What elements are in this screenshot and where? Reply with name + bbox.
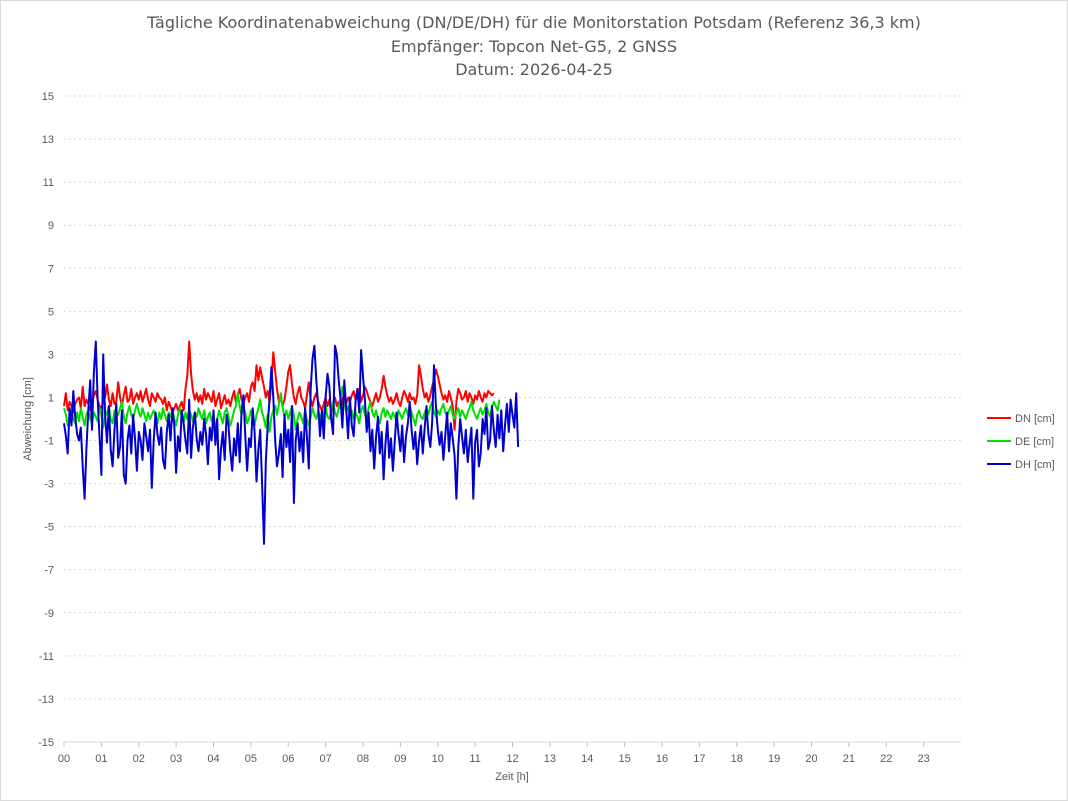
- series-lines: [63, 340, 520, 545]
- y-tick-label: 3: [48, 349, 54, 361]
- series-line-dh: [63, 340, 520, 545]
- x-tick-label: 22: [880, 753, 892, 765]
- y-tick-label: -15: [38, 737, 54, 749]
- x-tick-label: 13: [544, 753, 556, 765]
- y-tick-label: 13: [42, 134, 54, 146]
- y-tick-label: 11: [43, 177, 54, 189]
- chart-title: Tägliche Koordinatenabweichung (DN/DE/DH…: [147, 13, 921, 32]
- y-tick-label: 5: [48, 306, 54, 318]
- x-tick-label: 03: [170, 753, 182, 765]
- y-tick-label: -3: [44, 479, 54, 491]
- y-tick-label: -9: [44, 608, 54, 620]
- x-tick-label: 08: [357, 753, 369, 765]
- y-tick-label: 1: [48, 392, 54, 404]
- x-tick-label: 02: [133, 753, 145, 765]
- x-tick-label: 19: [768, 753, 780, 765]
- x-tick-label: 16: [656, 753, 668, 765]
- legend-label: DE [cm]: [1015, 436, 1054, 448]
- y-tick-label: 7: [48, 263, 54, 275]
- x-tick-label: 17: [693, 753, 705, 765]
- legend: DN [cm] DE [cm] DH [cm]: [987, 413, 1055, 471]
- chart-date: Datum: 2026-04-25: [455, 60, 613, 79]
- x-tick-label: 14: [581, 753, 593, 765]
- x-tick-label: 04: [207, 753, 219, 765]
- y-tick-labels: 15 13 11 9 7 5 3 1 -1 -3 -5 -7 -9 -11 -13 -15: [38, 91, 54, 749]
- x-tick-label: 18: [731, 753, 743, 765]
- x-tick-label: 15: [619, 753, 631, 765]
- legend-label: DN [cm]: [1015, 413, 1055, 425]
- y-tick-label: -13: [38, 694, 54, 706]
- y-tick-label: -11: [39, 651, 54, 663]
- x-tick-label: 10: [432, 753, 444, 765]
- y-tick-label: -1: [44, 436, 54, 448]
- x-tick-label: 21: [843, 753, 855, 765]
- y-tick-label: 9: [48, 220, 54, 232]
- y-axis-title: Abweichung [cm]: [22, 377, 34, 461]
- x-tick-label: 05: [245, 753, 257, 765]
- x-tick-label: 23: [918, 753, 930, 765]
- x-tick-label: 09: [394, 753, 406, 765]
- grid-lines: [63, 95, 961, 747]
- y-tick-label: -7: [44, 565, 54, 577]
- y-tick-label: 15: [42, 91, 54, 103]
- x-tick-label: 12: [506, 753, 518, 765]
- x-tick-label: 11: [469, 753, 480, 765]
- x-axis-title: Zeit [h]: [495, 771, 529, 783]
- y-tick-label: -5: [44, 522, 54, 534]
- chart-subtitle: Empfänger: Topcon Net-G5, 2 GNSS: [390, 37, 678, 56]
- x-tick-labels: 00 01 02 03 04 05 06 07 08 09 10 11 12 13 14 15 16 17 18 19…: [58, 753, 930, 765]
- x-tick-label: 07: [320, 753, 332, 765]
- x-tick-label: 01: [95, 753, 107, 765]
- legend-label: DH [cm]: [1015, 459, 1055, 471]
- x-tick-label: 20: [805, 753, 817, 765]
- x-tick-label: 00: [58, 753, 70, 765]
- x-tick-label: 06: [282, 753, 294, 765]
